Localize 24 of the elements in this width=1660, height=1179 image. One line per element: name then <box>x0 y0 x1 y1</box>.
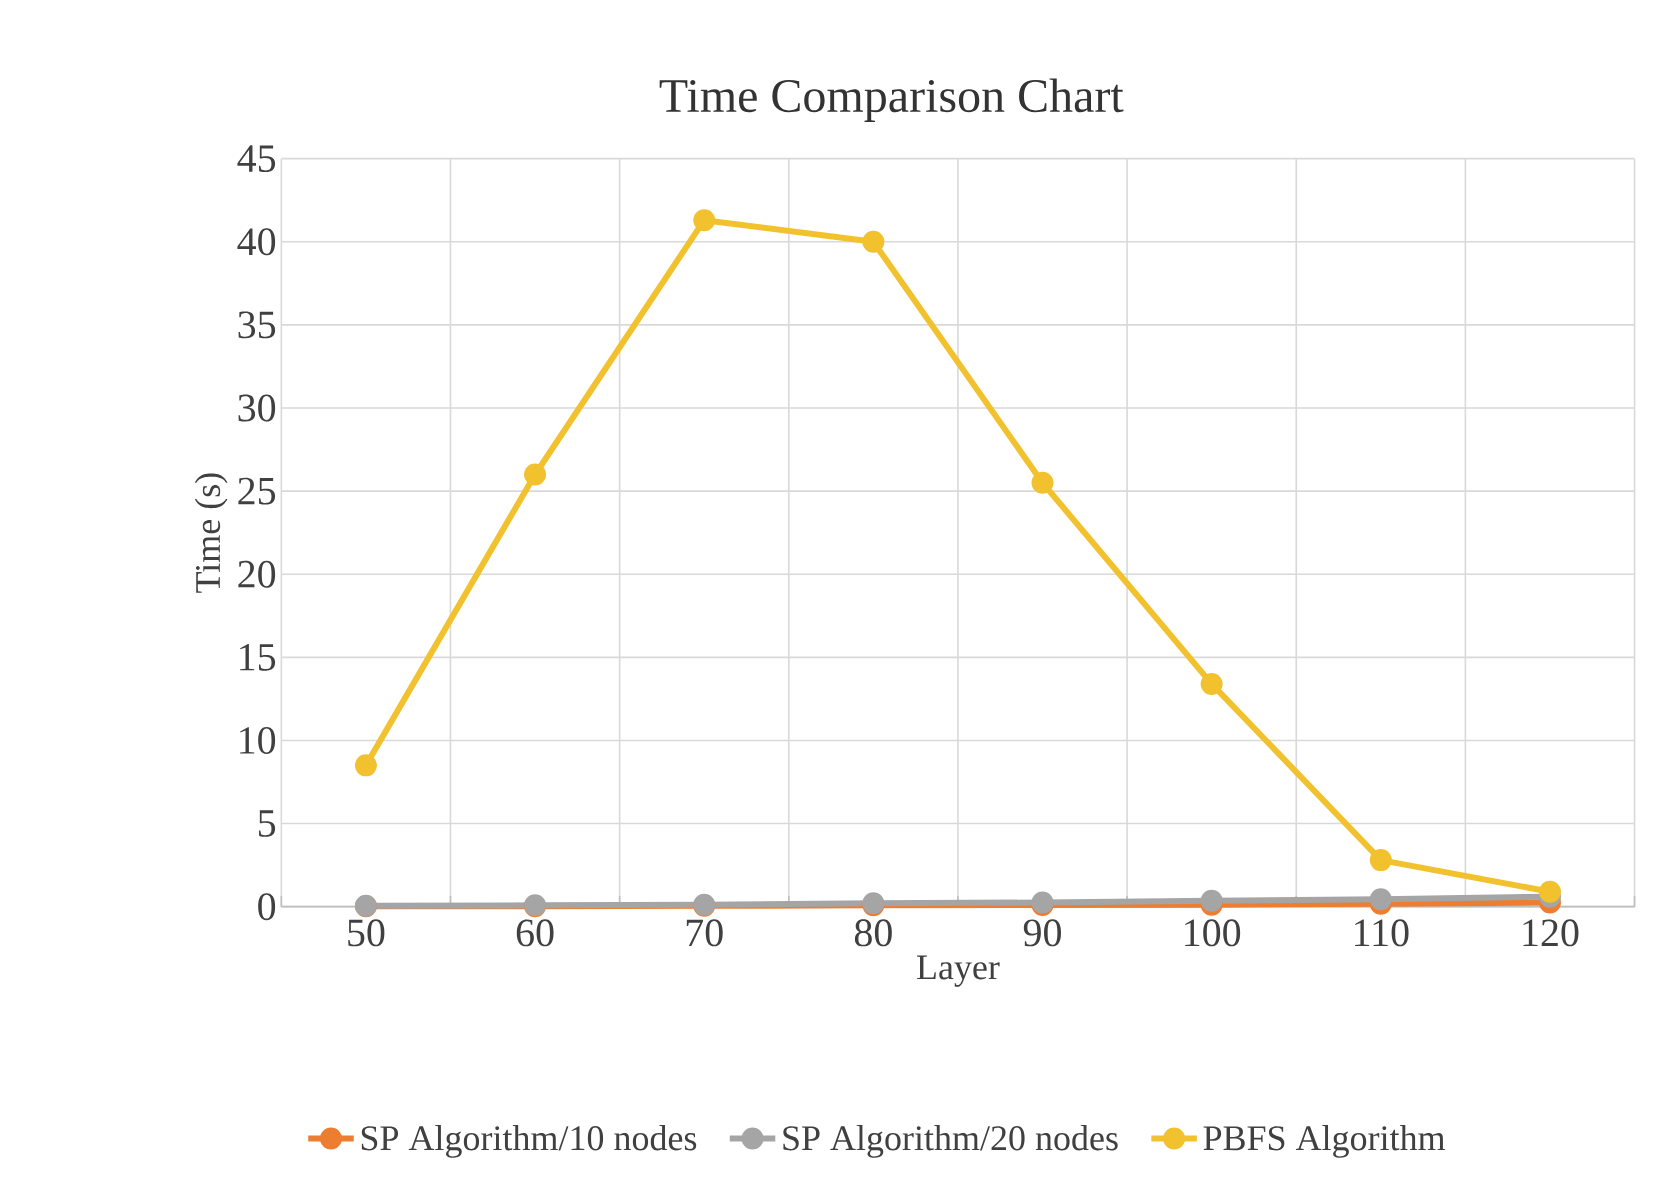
x-axis-title: Layer <box>917 955 1000 988</box>
chart-title: Time Comparison Chart <box>659 78 1124 123</box>
x-tick-label: 70 <box>686 919 723 947</box>
y-tick-label: 45 <box>237 145 276 173</box>
y-tick-label: 30 <box>238 394 276 422</box>
x-tick-label: 90 <box>1023 919 1061 947</box>
x-tick-label: 100 <box>1185 919 1241 947</box>
y-tick-label: 35 <box>238 311 276 339</box>
x-tick-label: 50 <box>348 919 385 947</box>
y-tick-label: 5 <box>258 810 276 838</box>
y-tick-label: 25 <box>238 477 276 505</box>
y-tick-label: 10 <box>240 727 276 755</box>
x-tick-label: 80 <box>854 919 892 947</box>
x-tick-label: 110 <box>1355 919 1409 947</box>
legend-label: PBFS Algorithm <box>1203 1125 1446 1158</box>
y-tick-label: 15 <box>240 644 276 671</box>
x-tick-label: 60 <box>516 919 554 947</box>
y-axis-title: Time (s) <box>194 473 228 594</box>
y-tick-label: 40 <box>237 228 276 256</box>
legend-label: SP Algorithm/10 nodes <box>361 1125 697 1158</box>
y-tick-label: 0 <box>258 893 276 921</box>
y-tick-label: 20 <box>238 560 276 588</box>
legend-label: SP Algorithm/20 nodes <box>783 1125 1118 1158</box>
x-tick-label: 120 <box>1523 919 1579 947</box>
